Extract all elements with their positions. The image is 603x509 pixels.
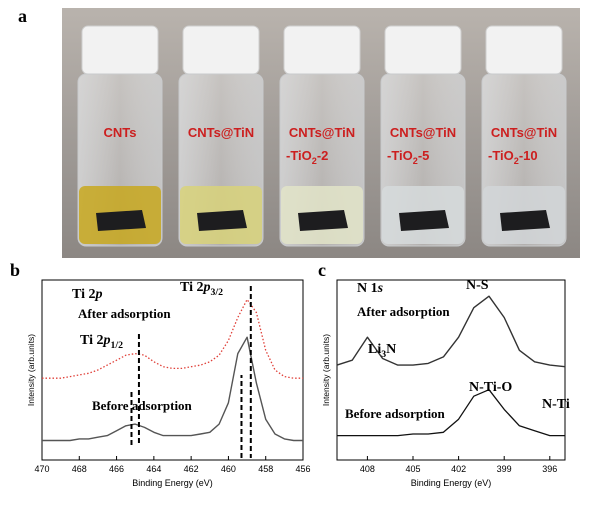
vial-label: CNTs@TiN (289, 125, 355, 140)
label-text: -TiO (488, 148, 514, 163)
series-label: After adsorption (357, 304, 450, 319)
label-sub: 3 (381, 349, 386, 360)
x-tick-label: 462 (184, 464, 199, 474)
label-text: -TiO (286, 148, 312, 163)
label-sub: 2 (312, 156, 317, 166)
x-tick-label: 458 (258, 464, 273, 474)
label-italic: p (94, 287, 102, 302)
cnt-film (197, 210, 247, 231)
label-text: Ti 2 (72, 287, 95, 302)
label: Li3N (368, 342, 396, 360)
label: -TiO2-2 (286, 148, 328, 166)
series-label: Before adsorption (92, 398, 193, 413)
label-text: N-Ti (542, 397, 570, 412)
cnt-film (96, 210, 146, 231)
spectrum (336, 295, 566, 368)
x-axis-label: Binding Energy (eV) (411, 478, 492, 488)
label: N-Ti (542, 397, 570, 412)
series-label: Before adsorption (345, 406, 446, 421)
label-post: -10 (519, 148, 538, 163)
label-text: N-Ti-O (469, 380, 512, 395)
label-text: -TiO (387, 148, 413, 163)
vial-cap (283, 25, 361, 75)
x-axis-label: Binding Energy (eV) (132, 478, 213, 488)
panel-label: a (18, 6, 27, 26)
label-post: N (386, 342, 396, 357)
label-text: Li (368, 342, 381, 357)
label-text: N 1 (357, 281, 378, 296)
vial-label: CNTs@TiN (390, 125, 456, 140)
label-post: -5 (418, 148, 430, 163)
label-text: N-S (466, 278, 489, 293)
label-sub: 1/2 (110, 340, 123, 351)
label: Ti 2p1/2 (80, 333, 123, 351)
x-tick-label: 408 (360, 464, 375, 474)
x-tick-label: 460 (221, 464, 236, 474)
panel-label: b (10, 260, 20, 280)
y-axis-label: Intensity (arb.units) (321, 334, 331, 406)
label: N 1s (357, 281, 384, 296)
vial-cap (182, 25, 260, 75)
y-axis-label: Intensity (arb.units) (26, 334, 36, 406)
x-tick-label: 405 (405, 464, 420, 474)
label-italic: p (102, 333, 110, 348)
x-tick-label: 466 (109, 464, 124, 474)
label-text: Ti 2 (80, 333, 103, 348)
vial-cap (384, 25, 462, 75)
plot-frame (336, 279, 566, 461)
label: Ti 2p (72, 287, 102, 302)
x-tick-label: 396 (542, 464, 557, 474)
vials: CNTs CNTs@TiN CNTs@TiN CNTs@TiN CNTs@TiN (77, 25, 567, 247)
spectrum (337, 389, 565, 437)
series-label: After adsorption (78, 306, 171, 321)
cnt-film (399, 210, 449, 231)
cnt-film (298, 210, 348, 231)
label-text: Ti 2 (180, 280, 203, 295)
cnt-film (500, 210, 550, 231)
x-tick-label: 456 (295, 464, 310, 474)
label: N-S (466, 278, 489, 293)
label-sub: 3/2 (210, 287, 223, 298)
label: N-Ti-O (469, 380, 512, 395)
label-sub: 2 (413, 156, 418, 166)
vial-label: CNTs@TiN (188, 125, 254, 140)
x-tick-label: 399 (497, 464, 512, 474)
vial-cap (81, 25, 159, 75)
vial-label: CNTs@TiN (491, 125, 557, 140)
x-tick-label: 464 (146, 464, 161, 474)
vial-label: CNTs (104, 125, 137, 140)
label: -TiO2-10 (488, 148, 538, 166)
label-sub: 2 (514, 156, 519, 166)
label-post: -2 (317, 148, 329, 163)
vial-cap (485, 25, 563, 75)
x-tick-label: 470 (34, 464, 49, 474)
plot-frame (41, 279, 304, 461)
x-tick-label: 468 (72, 464, 87, 474)
x-tick-label: 402 (451, 464, 466, 474)
spectrum (42, 336, 303, 442)
label: Ti 2p3/2 (180, 280, 223, 298)
panel-label: c (318, 260, 326, 280)
label: -TiO2-5 (387, 148, 429, 166)
label-italic: p (202, 280, 210, 295)
label-italic: s (377, 281, 384, 296)
